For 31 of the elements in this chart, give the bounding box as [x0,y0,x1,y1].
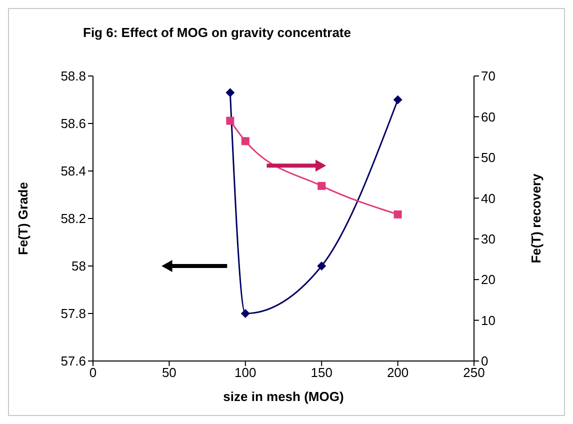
y2-tick-label: 50 [481,150,496,166]
y-tick-label: 57.6 [60,354,86,369]
y2-tick-label: 10 [481,312,496,328]
x-tick-label: 150 [310,365,332,380]
y2-tick-label: 70 [481,68,496,84]
y-tick-label: 58.4 [60,164,86,179]
point [226,88,235,98]
x-tick-label: 100 [234,365,256,380]
y-tick-label: 58 [72,258,86,274]
x-axis-title: size in mesh (MOG) [223,389,344,404]
point [226,116,234,125]
y-axis-title: Fe(T) Grade [16,182,31,255]
chart-title: Fig 6: Effect of MOG on gravity concentrate [83,25,351,40]
point [240,309,250,318]
point [317,262,326,270]
point [318,182,326,190]
y2-axis-title: Fe(T) recovery [528,172,544,264]
x-tick-label: 50 [162,365,176,380]
x-tick-label: 200 [386,365,409,380]
x-tick-label: 0 [89,365,97,380]
y-tick-label: 58.8 [60,68,86,84]
y2-tick-label: 40 [481,190,496,206]
y2-tick-label: 20 [481,272,496,288]
point [241,137,250,146]
y-tick-label: 58.6 [60,116,86,132]
point [393,95,402,104]
y-tick-label: 58.2 [60,211,86,226]
y2-tick-label: 60 [481,109,496,124]
y-tick-label: 57.8 [60,306,86,322]
point [394,210,402,218]
y2-tick-label: 30 [481,231,496,246]
